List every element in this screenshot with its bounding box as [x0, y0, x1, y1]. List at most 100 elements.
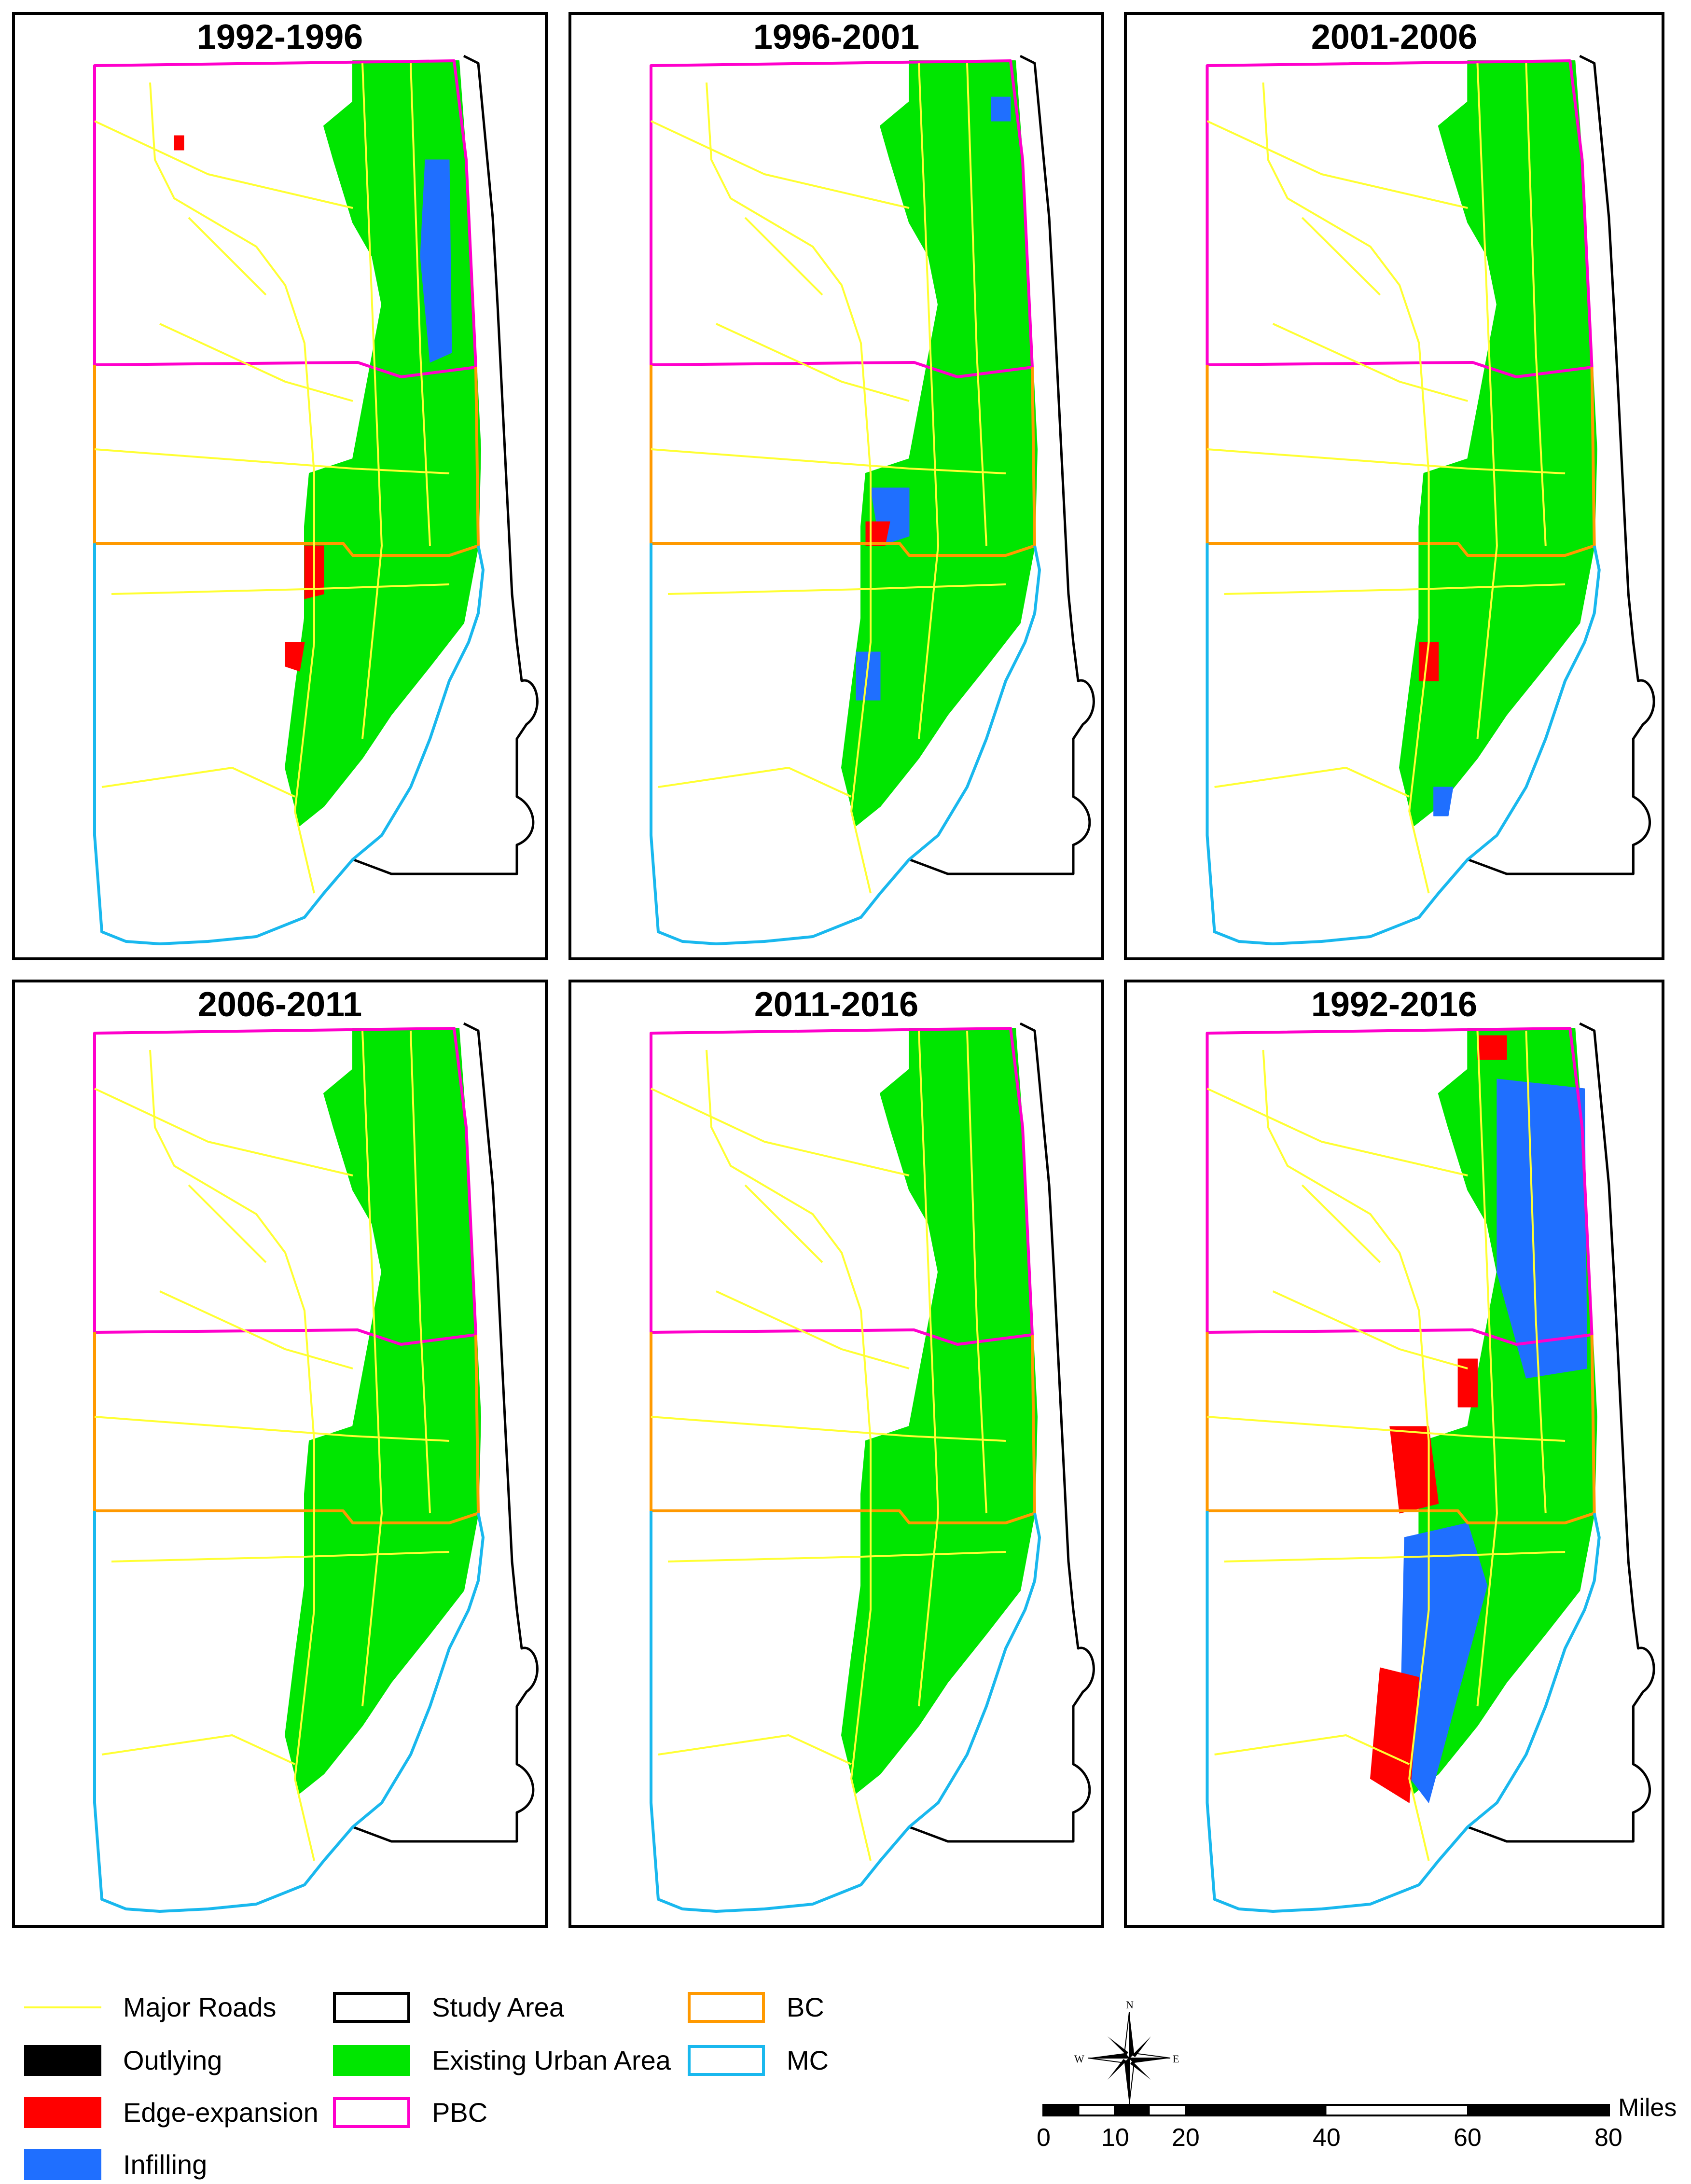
- major-road-line: [667, 1551, 1006, 1562]
- major-road-line: [159, 323, 353, 402]
- pbc-boundary: [1206, 1027, 1594, 1346]
- major-road-line: [1476, 1030, 1498, 1707]
- mc-boundary: [93, 543, 485, 945]
- major-road-line: [1206, 1088, 1468, 1176]
- scale-tick-40: 40: [1313, 2124, 1341, 2152]
- map-panel-2: 1996-2001: [568, 12, 1104, 960]
- major-road-line: [651, 1088, 910, 1176]
- pbc-boundary: [93, 1027, 477, 1346]
- major-roads-line-swatch: [24, 2006, 101, 2008]
- north-label: N: [1126, 1999, 1134, 2011]
- major-road-line: [918, 63, 939, 739]
- infilling-patch: [1433, 787, 1454, 816]
- major-road-line: [1525, 63, 1547, 546]
- edge-expansion-patch: [1389, 1426, 1439, 1514]
- major-road-line: [716, 1290, 910, 1369]
- map-canvas: [93, 55, 539, 945]
- edge-expansion-patch: [1418, 642, 1439, 681]
- infilling-swatch: [24, 2149, 101, 2180]
- study-area-outline: [1467, 55, 1655, 875]
- scale-bar-graphic: [1042, 2104, 1610, 2116]
- infilling-patch: [856, 651, 881, 701]
- major-road-line: [744, 217, 823, 296]
- existing-urban-area: [1399, 60, 1597, 826]
- pbc-boundary: [1206, 59, 1594, 378]
- legend-label: PBC: [432, 2097, 488, 2128]
- map-panel-title: 1992-1996: [196, 18, 363, 56]
- map-panel-title: 1996-2001: [753, 18, 920, 56]
- map-canvas: [650, 1022, 1095, 1913]
- major-road-line: [1262, 82, 1430, 894]
- major-road-line: [1214, 767, 1410, 798]
- major-road-line: [667, 583, 1006, 595]
- legend-label: Infilling: [123, 2149, 208, 2180]
- major-road-line: [651, 1416, 1006, 1442]
- map-panel-title: 2001-2006: [1311, 18, 1478, 56]
- map-panel-4: 2006-2011: [12, 980, 548, 1928]
- scale-tick-10: 10: [1101, 2124, 1129, 2152]
- major-road-line: [94, 120, 353, 209]
- legend-item-edge-expansion: Edge-expansion: [24, 2093, 319, 2132]
- legend-label: Existing Urban Area: [432, 2045, 671, 2075]
- outlying-swatch: [24, 2045, 101, 2076]
- scale-bar: Miles 0 10 20 40 60 80: [1037, 2094, 1677, 2171]
- study-area-outline: [1467, 1022, 1655, 1843]
- major-road-line: [1301, 217, 1381, 296]
- legend-label: MC: [787, 2045, 829, 2075]
- mc-boundary: [93, 1511, 485, 1913]
- pbc-boundary: [650, 1027, 1034, 1346]
- major-road-line: [101, 1734, 295, 1765]
- pbc-boundary: [650, 59, 1034, 378]
- infilling-patch: [991, 97, 1011, 122]
- mc-boundary: [1206, 543, 1601, 945]
- mc-swatch: [688, 2045, 765, 2076]
- major-road-line: [706, 82, 872, 894]
- legend-label: Edge-expansion: [123, 2097, 319, 2128]
- major-road-line: [658, 767, 852, 798]
- major-road-line: [188, 217, 267, 296]
- infilling-patch: [1497, 1078, 1588, 1379]
- major-road-line: [651, 120, 910, 209]
- map-panel-6: 1992-2016: [1124, 980, 1664, 1928]
- mc-boundary: [650, 1511, 1041, 1913]
- major-road-line: [706, 1050, 872, 1861]
- map-panel-title: 2011-2016: [754, 985, 919, 1024]
- study-area-outline: [909, 1022, 1095, 1843]
- legend-label: Study Area: [432, 1992, 564, 2022]
- major-road-line: [1224, 583, 1566, 595]
- map-canvas: [93, 1022, 539, 1913]
- legend-item-major-roads: Major Roads: [24, 1988, 314, 2027]
- map-panel-3: 2001-2006: [1124, 12, 1664, 960]
- major-road-line: [410, 63, 431, 546]
- major-road-line: [1272, 323, 1468, 402]
- edge-expansion-patch: [1477, 1035, 1507, 1060]
- edge-expansion-patch: [865, 521, 890, 546]
- map-legend: Major Roads Outlying Edge-expansion Infi…: [0, 1964, 1691, 2180]
- existing-urban-area: [285, 1028, 481, 1794]
- north-arrow-compass-icon: N S E W: [1074, 1999, 1179, 2117]
- map-canvas: [650, 55, 1095, 945]
- study-area-swatch: [333, 1992, 410, 2023]
- major-road-line: [1262, 1050, 1430, 1861]
- legend-item-bc: BC: [688, 1988, 881, 2027]
- major-road-line: [966, 63, 987, 546]
- infilling-patch: [420, 159, 452, 363]
- legend-label: Major Roads: [123, 1992, 277, 2022]
- legend-item-pbc: PBC: [333, 2093, 623, 2132]
- major-road-line: [651, 448, 1006, 474]
- major-road-line: [101, 767, 295, 798]
- east-label: E: [1173, 2053, 1179, 2065]
- legend-label: Outlying: [123, 2045, 222, 2075]
- major-road-line: [159, 1290, 353, 1369]
- existing-urban-swatch: [333, 2045, 410, 2076]
- major-road-line: [658, 1734, 852, 1765]
- west-label: W: [1074, 2053, 1084, 2065]
- major-road-line: [94, 448, 450, 474]
- scale-tick-60: 60: [1454, 2124, 1482, 2152]
- map-panel-1: 1992-1996: [12, 12, 548, 960]
- major-road-line: [744, 1184, 823, 1263]
- major-road-line: [1525, 1030, 1547, 1514]
- legend-label: BC: [787, 1992, 824, 2022]
- legend-item-outlying: Outlying: [24, 2041, 314, 2080]
- major-road-line: [1207, 448, 1566, 474]
